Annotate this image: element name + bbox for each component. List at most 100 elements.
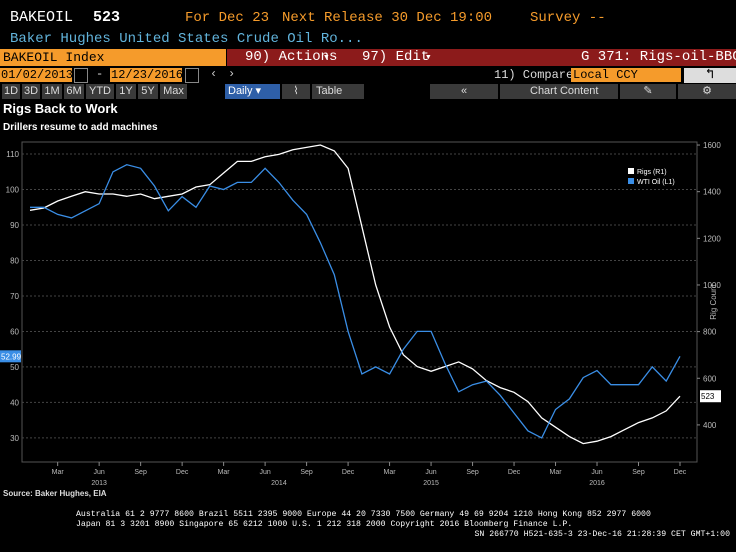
collapse-button[interactable]: « bbox=[430, 84, 498, 99]
legend-box bbox=[625, 165, 687, 189]
footer-line: Japan 81 3 3201 8900 Singapore 65 6212 1… bbox=[76, 519, 572, 529]
period-button[interactable]: 1Y bbox=[116, 84, 136, 99]
x-tick-label: Mar bbox=[218, 469, 231, 476]
compare-label: 11) Compare bbox=[494, 68, 574, 82]
x-tick-label: Mar bbox=[52, 469, 65, 476]
x-tick-label: Sep bbox=[466, 469, 479, 476]
end-date-box[interactable] bbox=[110, 68, 182, 82]
action-bar bbox=[227, 49, 736, 66]
y-tick-label: 30 bbox=[10, 434, 19, 443]
footer-line: Australia 61 2 9777 8600 Brazil 5511 239… bbox=[76, 509, 651, 519]
ticker: BAKEOIL bbox=[10, 9, 74, 26]
y2-tick-label: 800 bbox=[703, 328, 717, 337]
year-label: 2015 bbox=[423, 480, 439, 487]
actions-menu[interactable]: 90) Actions bbox=[245, 49, 338, 65]
source: Source: Baker Hughes, EIA bbox=[3, 489, 107, 498]
currency-box[interactable] bbox=[571, 68, 681, 82]
next-arrow[interactable]: › bbox=[228, 67, 236, 81]
period-button[interactable]: YTD bbox=[86, 84, 114, 99]
frequency-button[interactable]: Daily ▾ bbox=[225, 84, 280, 99]
period-button[interactable]: 3D bbox=[22, 84, 40, 99]
y-tick-label: 50 bbox=[10, 363, 19, 372]
edit-icon-button[interactable]: ✎ bbox=[620, 84, 676, 99]
x-tick-label: Jun bbox=[425, 469, 436, 476]
series-line bbox=[29, 144, 681, 445]
y2-tick-label: 600 bbox=[703, 374, 717, 383]
x-tick-label: Sep bbox=[632, 469, 645, 476]
y-tick-label: 80 bbox=[10, 256, 19, 265]
x-tick-label: Mar bbox=[550, 469, 563, 476]
currency: Local CCY bbox=[573, 68, 638, 82]
last-value: 523 bbox=[93, 9, 121, 26]
survey: Survey -- bbox=[530, 10, 606, 26]
y-tick-label: 60 bbox=[10, 327, 19, 336]
for-date: For Dec 23 bbox=[185, 10, 270, 26]
x-tick-label: Jun bbox=[591, 469, 602, 476]
legend-swatch bbox=[628, 168, 634, 174]
next-release: Next Release 30 Dec 19:00 bbox=[282, 10, 493, 26]
y-tick-label: 70 bbox=[10, 292, 19, 301]
footer-line: SN 266770 H521-635-3 23-Dec-16 21:28:39 … bbox=[475, 530, 731, 539]
last-value-label: 523 bbox=[701, 392, 715, 401]
legend-swatch bbox=[628, 178, 634, 184]
security: BAKEOIL Index bbox=[3, 50, 105, 65]
period-button[interactable]: 1D bbox=[2, 84, 20, 99]
y-tick-label: 90 bbox=[10, 221, 19, 230]
x-tick-label: Jun bbox=[259, 469, 270, 476]
year-label: 2014 bbox=[271, 480, 287, 487]
period-button[interactable]: 1M bbox=[42, 84, 62, 99]
frequency: Daily bbox=[228, 85, 253, 97]
y2-tick-label: 1000 bbox=[703, 281, 721, 290]
series-line bbox=[30, 164, 681, 439]
back-button[interactable]: ↰ bbox=[684, 68, 736, 83]
y2-tick-label: 1400 bbox=[703, 188, 721, 197]
y2-tick-label: 400 bbox=[703, 421, 717, 430]
dropdown-arrow: ▾ bbox=[425, 52, 432, 64]
start-date: 01/02/2013 bbox=[1, 68, 74, 82]
chart-title: Rigs Back to Work bbox=[3, 101, 118, 116]
period-button[interactable]: 5Y bbox=[138, 84, 158, 99]
x-tick-label: Dec bbox=[508, 469, 521, 476]
description: Baker Hughes United States Crude Oil Ro.… bbox=[10, 31, 363, 47]
chart-content-label: Chart Content bbox=[530, 85, 599, 97]
y-tick-label: 40 bbox=[10, 398, 19, 407]
security-box[interactable] bbox=[0, 49, 226, 66]
calendar-icon[interactable] bbox=[185, 68, 199, 83]
x-tick-label: Sep bbox=[300, 469, 313, 476]
x-tick-label: Sep bbox=[134, 469, 147, 476]
edit-menu[interactable]: 97) Edit bbox=[362, 49, 430, 65]
legend-label: Rigs (R1) bbox=[637, 169, 667, 176]
y2-tick-label: 1200 bbox=[703, 234, 721, 243]
dropdown-arrow: ▾ bbox=[323, 52, 330, 64]
template-name: G 371: Rigs-oil-BBG bbox=[581, 49, 736, 65]
y2-tick-label: 1600 bbox=[703, 141, 721, 150]
last-value-label: 52.99 bbox=[1, 352, 22, 361]
period-button[interactable]: Max bbox=[160, 84, 187, 99]
table-label: Table bbox=[316, 85, 343, 97]
line-icon-button[interactable]: ⌇ bbox=[282, 84, 310, 99]
table-button[interactable]: Table bbox=[312, 84, 364, 99]
y-tick-label: 100 bbox=[6, 186, 20, 195]
year-label: 2013 bbox=[91, 480, 107, 487]
date-dash: - bbox=[96, 67, 104, 81]
last-value-box bbox=[0, 350, 21, 363]
calendar-icon[interactable] bbox=[74, 68, 88, 83]
x-tick-label: Jun bbox=[94, 469, 105, 476]
y2-axis-label: Rig Count bbox=[709, 283, 718, 319]
start-date-box[interactable] bbox=[0, 68, 72, 82]
last-value-box bbox=[700, 390, 721, 403]
y-tick-label: 110 bbox=[6, 150, 19, 159]
period-button[interactable]: 6M bbox=[64, 84, 84, 99]
prev-arrow[interactable]: ‹ bbox=[210, 67, 218, 81]
x-tick-label: Dec bbox=[176, 469, 189, 476]
settings-button[interactable]: ⚙ bbox=[678, 84, 736, 99]
chart-subtitle: Drillers resume to add machines bbox=[3, 122, 158, 133]
x-tick-label: Dec bbox=[342, 469, 355, 476]
legend-label: WTI Oil (L1) bbox=[637, 179, 675, 186]
year-label: 2016 bbox=[589, 480, 605, 487]
x-tick-label: Dec bbox=[674, 469, 687, 476]
end-date: 12/23/2016 bbox=[111, 68, 184, 82]
chart-content-button[interactable]: Chart Content bbox=[500, 84, 618, 99]
